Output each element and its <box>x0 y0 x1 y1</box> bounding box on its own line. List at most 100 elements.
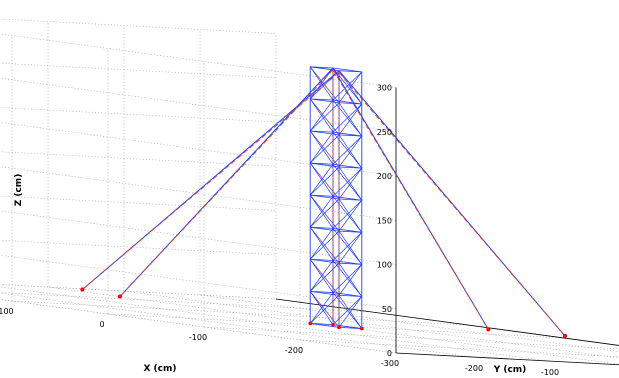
grid-line <box>0 292 473 358</box>
grid-line <box>0 77 397 133</box>
mast-horizontal <box>338 198 362 201</box>
mast-diagonal <box>338 135 363 168</box>
y-axis-label: Y (cm) <box>493 365 527 375</box>
anchor-markers <box>80 287 568 338</box>
mast-horizontal <box>310 226 334 229</box>
grid-line <box>0 62 277 79</box>
mast-diagonal <box>309 66 334 101</box>
grid-line <box>0 33 397 88</box>
z-tick-label: 50 <box>382 305 392 314</box>
grid-line <box>299 339 619 358</box>
mast-diagonal <box>338 296 363 328</box>
mast-diagonal <box>332 164 363 201</box>
mast-diagonal <box>332 228 363 265</box>
grid-line <box>0 18 277 34</box>
mast-horizontal <box>338 70 362 73</box>
mast-base-marker <box>360 326 364 331</box>
y-tick-label: -100 <box>541 368 559 377</box>
mast-diagonal <box>309 166 340 196</box>
grid-line <box>123 290 619 359</box>
mast-horizontal <box>310 66 334 69</box>
mast-diagonal <box>309 198 340 228</box>
mast-diagonal <box>338 200 363 232</box>
mast-base-marker <box>331 322 335 327</box>
mast-truss <box>309 66 363 329</box>
mast-horizontal <box>338 134 362 137</box>
axes-frame <box>275 87 619 366</box>
x-tick-label: 100 <box>0 307 14 316</box>
mast-diagonal <box>309 130 334 165</box>
grid-line <box>0 195 277 211</box>
mast-horizontal <box>310 194 334 197</box>
grid-line <box>0 299 397 354</box>
z-tick-label: 100 <box>377 261 392 270</box>
solid-guy-line-1 <box>338 70 566 337</box>
grid-line <box>203 326 619 350</box>
mast-diagonal <box>332 196 363 233</box>
mast-diagonal <box>309 134 340 164</box>
mast-horizontal <box>310 323 334 326</box>
y-tick-label: -200 <box>465 364 483 373</box>
grid-line <box>0 166 397 221</box>
mast-diagonal <box>309 98 334 133</box>
x-axis-label: X (cm) <box>143 364 176 374</box>
mast-diagonal <box>338 103 363 136</box>
x-tick-label: -300 <box>381 359 399 368</box>
grid-line <box>0 210 397 265</box>
mast-diagonal <box>338 71 363 103</box>
mast-base-marker <box>337 325 341 330</box>
mast-diagonal <box>338 232 363 264</box>
anchor-marker-1 <box>562 333 568 338</box>
grid-line <box>0 286 549 362</box>
mast-horizontal <box>338 294 362 297</box>
grid-line <box>199 294 619 353</box>
mast-diagonal <box>332 292 363 329</box>
mast-horizontal <box>338 326 362 329</box>
z-tick-label: 150 <box>377 216 392 225</box>
anchor-marker-3 <box>117 294 123 299</box>
x-tick-label: 0 <box>99 320 104 329</box>
guy-wire-series <box>82 67 566 337</box>
mast-diagonal <box>332 260 363 297</box>
mast-diagonal <box>332 131 363 169</box>
grid-line <box>0 254 397 310</box>
mast-horizontal <box>338 102 362 105</box>
mast-diagonal <box>338 264 363 296</box>
mast-horizontal <box>310 290 334 293</box>
x-axis-line <box>395 352 619 366</box>
grid-line <box>275 298 619 346</box>
dashed-guy-line-4 <box>332 69 489 330</box>
z-tick-label: 300 <box>377 84 392 93</box>
tick-labels: 0 50 100 150 200 250 300 -300 -200 -100 0 100 -200 -1… <box>0 84 559 378</box>
mast-diagonal <box>309 230 340 260</box>
x-tick-label: -100 <box>189 333 207 342</box>
mast-diagonal <box>309 259 334 293</box>
x-tick-label: -200 <box>285 346 303 355</box>
anchor-marker-4 <box>486 327 491 332</box>
grid-line <box>47 286 619 365</box>
mast-horizontal <box>338 230 362 233</box>
grid-line <box>0 239 277 256</box>
mast-diagonal <box>309 227 334 261</box>
z-tick-label: 0 <box>387 349 392 358</box>
dashed-guy-line-2 <box>82 72 340 290</box>
mast-horizontal <box>310 130 334 133</box>
mast-diagonal <box>309 162 334 197</box>
grid-line <box>0 107 277 123</box>
mast-horizontal <box>338 166 362 169</box>
grid-line <box>0 284 277 300</box>
mast-base-marker <box>308 321 313 326</box>
grid-line <box>107 313 565 339</box>
mast-diagonal <box>332 99 363 137</box>
anchor-marker-2 <box>80 287 85 292</box>
grid-line <box>0 122 397 177</box>
mast-horizontal <box>310 98 334 101</box>
grid-line <box>0 151 277 167</box>
z-axis-label: Z (cm) <box>14 174 24 207</box>
mast-diagonal <box>309 291 334 325</box>
mast-diagonal <box>309 102 340 132</box>
dashed-guy-line-3 <box>119 69 334 297</box>
mast-diagonal <box>309 295 340 324</box>
dashed-guy-line-1 <box>338 72 566 337</box>
